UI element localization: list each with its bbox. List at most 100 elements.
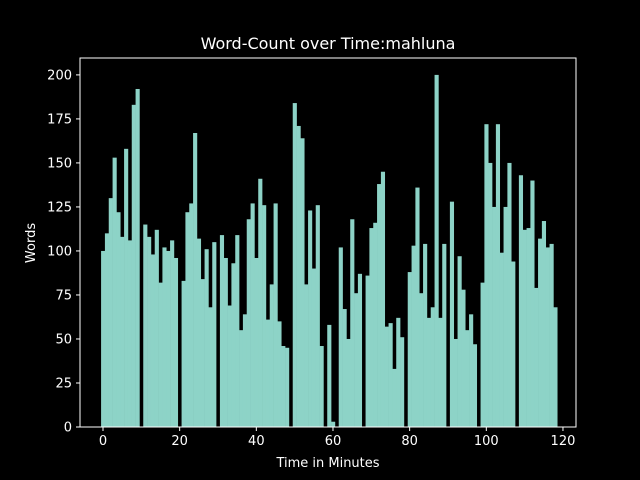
x-tick-label: 60 xyxy=(325,434,342,449)
y-tick-label: 0 xyxy=(64,421,72,436)
bar xyxy=(304,284,309,427)
bar xyxy=(522,229,527,427)
bar xyxy=(384,326,389,427)
bar xyxy=(526,228,531,427)
y-tick-label: 200 xyxy=(47,68,72,83)
bar xyxy=(541,221,547,427)
bar xyxy=(369,228,374,427)
y-tick-label: 100 xyxy=(47,244,72,259)
bar xyxy=(308,210,313,427)
bar xyxy=(449,201,455,427)
bar xyxy=(285,347,290,427)
bar xyxy=(158,282,163,427)
bar xyxy=(407,272,412,427)
bar xyxy=(499,252,504,427)
bar xyxy=(507,162,512,427)
bar xyxy=(104,233,110,427)
bar xyxy=(392,368,397,427)
bar xyxy=(262,205,267,427)
bar xyxy=(116,212,121,427)
bar xyxy=(131,104,136,428)
bar xyxy=(338,247,343,427)
x-tick-label: 100 xyxy=(474,434,499,449)
bar xyxy=(147,236,152,427)
y-tick-label: 150 xyxy=(47,156,72,171)
chart-title: Word-Count over Time:mahluna xyxy=(201,34,456,53)
bar xyxy=(488,162,493,427)
bar xyxy=(246,219,251,427)
bar xyxy=(553,307,558,427)
bar xyxy=(101,250,106,427)
bar xyxy=(373,222,378,427)
bar xyxy=(538,238,543,427)
bar xyxy=(193,132,198,427)
bar xyxy=(315,205,320,427)
bar xyxy=(354,293,359,427)
bar xyxy=(269,284,274,427)
bar xyxy=(208,307,213,427)
bar xyxy=(239,330,244,427)
bar xyxy=(415,187,420,427)
bar xyxy=(227,305,232,427)
bar xyxy=(292,103,297,428)
bar xyxy=(135,88,140,427)
y-tick-label: 75 xyxy=(55,288,72,303)
bar xyxy=(162,247,167,427)
bar xyxy=(231,263,236,427)
bar xyxy=(380,171,386,427)
axes-frame xyxy=(79,57,577,428)
x-tick-label: 40 xyxy=(248,434,265,449)
bar xyxy=(518,175,524,427)
bar xyxy=(549,243,554,427)
x-tick-label: 120 xyxy=(551,434,576,449)
bar xyxy=(200,279,205,427)
bar xyxy=(143,224,148,427)
bar xyxy=(388,323,393,427)
bar xyxy=(511,261,516,427)
bar xyxy=(223,257,228,427)
bar xyxy=(426,317,432,427)
bar xyxy=(492,206,497,427)
bar xyxy=(196,238,202,427)
bar xyxy=(250,203,255,427)
bar xyxy=(469,314,474,427)
bar xyxy=(419,293,424,427)
bar xyxy=(212,242,217,427)
bar xyxy=(235,235,240,427)
bar xyxy=(400,337,405,427)
bar xyxy=(189,203,194,427)
x-tick-label: 0 xyxy=(99,434,107,449)
bar xyxy=(166,250,171,427)
bar xyxy=(377,184,382,427)
bar xyxy=(342,309,347,427)
bar xyxy=(273,203,278,427)
bar xyxy=(465,330,470,427)
bar xyxy=(277,321,282,427)
bar xyxy=(346,338,351,427)
x-tick-label: 20 xyxy=(171,434,188,449)
bar xyxy=(108,198,113,427)
bar xyxy=(124,148,129,427)
bar xyxy=(503,206,508,427)
bar xyxy=(461,289,466,427)
bar xyxy=(327,324,332,427)
bar xyxy=(530,180,535,427)
y-tick-label: 50 xyxy=(55,332,72,347)
bar xyxy=(254,257,259,427)
bar xyxy=(423,243,428,427)
bar xyxy=(319,346,324,427)
bar xyxy=(350,219,355,427)
bar xyxy=(300,138,305,427)
bar xyxy=(545,247,550,427)
bar xyxy=(112,157,117,427)
bar xyxy=(265,319,271,427)
bar xyxy=(457,256,462,427)
bar xyxy=(127,240,133,427)
x-axis-label: Time in Minutes xyxy=(275,456,379,471)
bar xyxy=(331,421,336,427)
bar xyxy=(442,243,447,427)
bar xyxy=(154,229,159,427)
bar xyxy=(357,273,363,427)
bar xyxy=(434,74,439,428)
